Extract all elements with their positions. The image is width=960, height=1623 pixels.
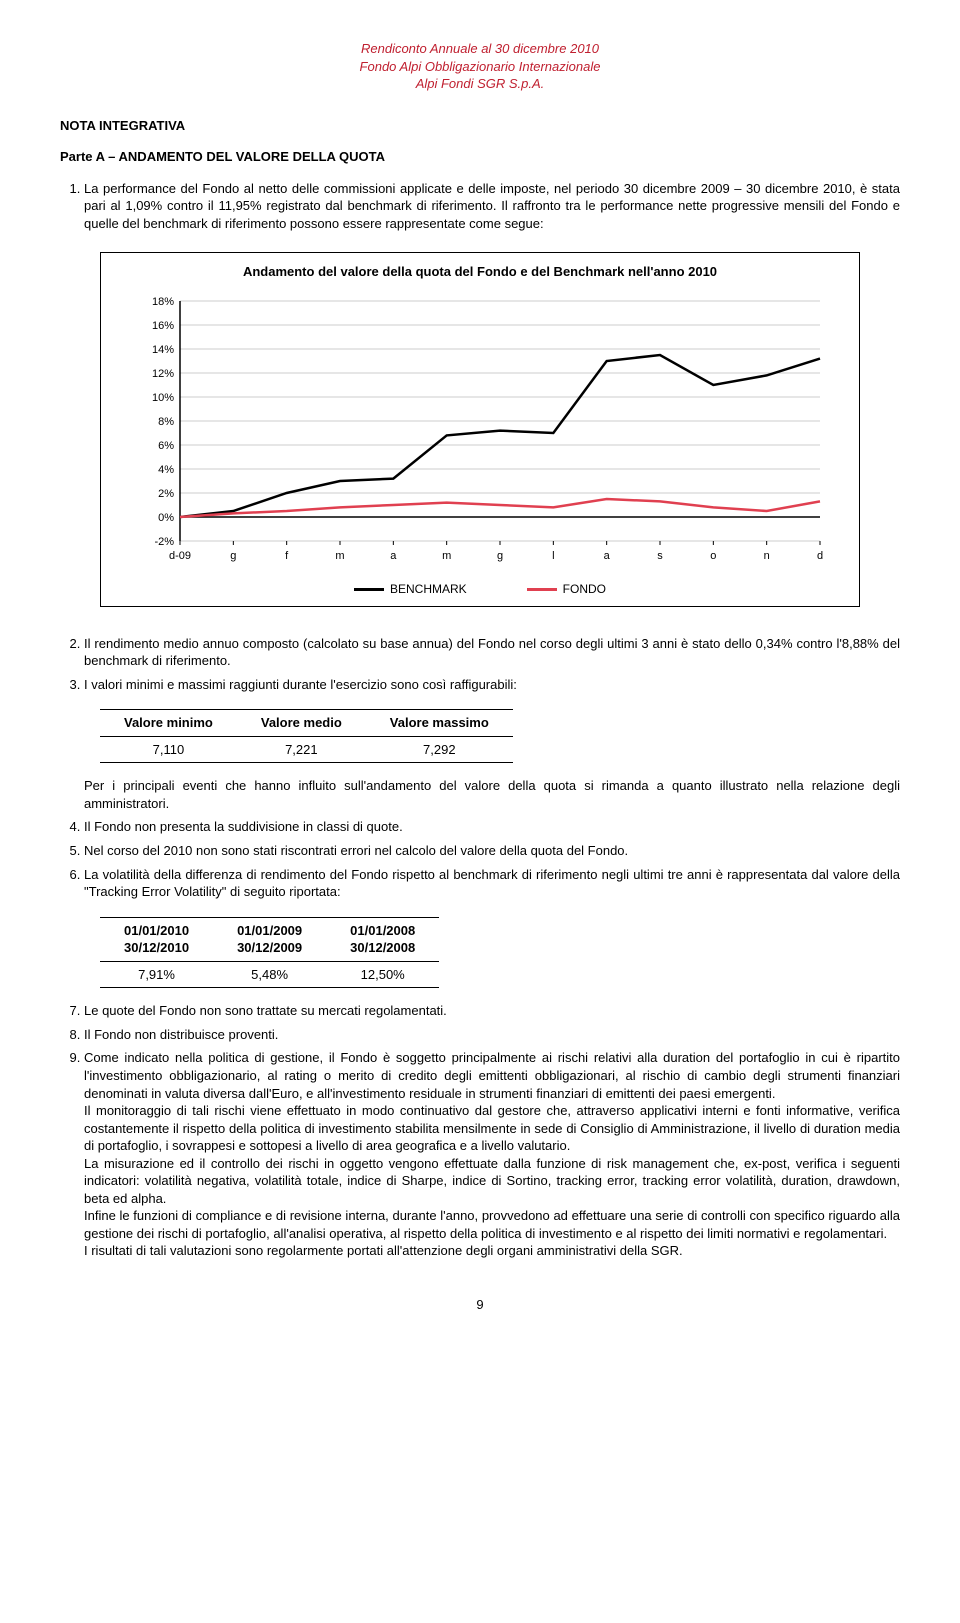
legend-label-fondo: FONDO bbox=[563, 581, 606, 597]
svg-text:g: g bbox=[497, 550, 503, 562]
tev-v2: 5,48% bbox=[213, 961, 326, 988]
numbered-list-2: Il rendimento medio annuo composto (calc… bbox=[60, 635, 900, 694]
td-max: 7,292 bbox=[366, 736, 513, 763]
legend-benchmark: BENCHMARK bbox=[354, 581, 467, 597]
th-min: Valore minimo bbox=[100, 710, 237, 737]
legend-swatch-fondo bbox=[527, 588, 557, 591]
svg-text:l: l bbox=[552, 550, 554, 562]
part-a-heading: Parte A – ANDAMENTO DEL VALORE DELLA QUO… bbox=[60, 148, 900, 166]
svg-text:16%: 16% bbox=[152, 320, 174, 332]
section-title: NOTA INTEGRATIVA bbox=[60, 117, 900, 135]
svg-text:2%: 2% bbox=[158, 488, 174, 500]
tev-h3-top: 01/01/2008 bbox=[350, 922, 415, 940]
header-line-1: Rendiconto Annuale al 30 dicembre 2010 bbox=[60, 40, 900, 58]
svg-text:d: d bbox=[817, 550, 823, 562]
item9-p1: Come indicato nella politica di gestione… bbox=[84, 1050, 900, 1100]
svg-text:n: n bbox=[764, 550, 770, 562]
svg-text:12%: 12% bbox=[152, 368, 174, 380]
svg-text:4%: 4% bbox=[158, 464, 174, 476]
page-number: 9 bbox=[60, 1296, 900, 1314]
tev-h2: 01/01/2009 30/12/2009 bbox=[213, 917, 326, 961]
th-max: Valore massimo bbox=[366, 710, 513, 737]
post-table-paragraph: Per i principali eventi che hanno influi… bbox=[84, 777, 900, 812]
svg-text:o: o bbox=[710, 550, 716, 562]
item9-p2: Il monitoraggio di tali rischi viene eff… bbox=[84, 1103, 900, 1153]
svg-text:10%: 10% bbox=[152, 392, 174, 404]
td-med: 7,221 bbox=[237, 736, 366, 763]
svg-text:m: m bbox=[335, 550, 344, 562]
legend-fondo: FONDO bbox=[527, 581, 606, 597]
list-item-1: La performance del Fondo al netto delle … bbox=[84, 180, 900, 233]
tev-header-row: 01/01/2010 30/12/2010 01/01/2009 30/12/2… bbox=[100, 917, 439, 961]
tev-h1-bot: 30/12/2010 bbox=[124, 939, 189, 957]
svg-text:d-09: d-09 bbox=[169, 550, 191, 562]
legend-swatch-benchmark bbox=[354, 588, 384, 591]
svg-text:g: g bbox=[230, 550, 236, 562]
tev-v1: 7,91% bbox=[100, 961, 213, 988]
tev-table: 01/01/2010 30/12/2010 01/01/2009 30/12/2… bbox=[100, 917, 439, 989]
svg-text:8%: 8% bbox=[158, 416, 174, 428]
list-item-2: Il rendimento medio annuo composto (calc… bbox=[84, 635, 900, 670]
list-item-3: I valori minimi e massimi raggiunti dura… bbox=[84, 676, 900, 694]
td-min: 7,110 bbox=[100, 736, 237, 763]
svg-text:-2%: -2% bbox=[154, 536, 174, 548]
svg-text:s: s bbox=[657, 550, 663, 562]
svg-text:a: a bbox=[604, 550, 611, 562]
list-item-9: Come indicato nella politica di gestione… bbox=[84, 1049, 900, 1260]
svg-text:m: m bbox=[442, 550, 451, 562]
list-item-7: Le quote del Fondo non sono trattate su … bbox=[84, 1002, 900, 1020]
list-item-8: Il Fondo non distribuisce proventi. bbox=[84, 1026, 900, 1044]
numbered-list-1: La performance del Fondo al netto delle … bbox=[60, 180, 900, 233]
chart-container: Andamento del valore della quota del Fon… bbox=[100, 252, 860, 606]
table-row: 7,110 7,221 7,292 bbox=[100, 736, 513, 763]
chart-legend: BENCHMARK FONDO bbox=[113, 581, 847, 597]
legend-label-benchmark: BENCHMARK bbox=[390, 581, 467, 597]
list-item-6: La volatilità della differenza di rendim… bbox=[84, 866, 900, 901]
numbered-list-3: Il Fondo non presenta la suddivisione in… bbox=[60, 818, 900, 900]
numbered-list-4: Le quote del Fondo non sono trattate su … bbox=[60, 1002, 900, 1260]
tev-h2-top: 01/01/2009 bbox=[237, 922, 302, 940]
tev-h3-bot: 30/12/2008 bbox=[350, 939, 415, 957]
svg-text:0%: 0% bbox=[158, 512, 174, 524]
document-header: Rendiconto Annuale al 30 dicembre 2010 F… bbox=[60, 40, 900, 93]
th-med: Valore medio bbox=[237, 710, 366, 737]
item9-p4: Infine le funzioni di compliance e di re… bbox=[84, 1208, 900, 1241]
tev-h1: 01/01/2010 30/12/2010 bbox=[100, 917, 213, 961]
chart-title: Andamento del valore della quota del Fon… bbox=[113, 263, 847, 281]
svg-text:18%: 18% bbox=[152, 296, 174, 308]
svg-text:f: f bbox=[285, 550, 289, 562]
tev-h2-bot: 30/12/2009 bbox=[237, 939, 302, 957]
header-line-2: Fondo Alpi Obbligazionario Internazional… bbox=[60, 58, 900, 76]
line-chart: -2% 0% 2% 4% 6% 8% 10% 12% 14% 16% 18% d-09 g f m a m g l a… bbox=[113, 291, 847, 571]
svg-text:6%: 6% bbox=[158, 440, 174, 452]
tev-v3: 12,50% bbox=[326, 961, 439, 988]
list-item-5: Nel corso del 2010 non sono stati riscon… bbox=[84, 842, 900, 860]
item9-p5: I risultati di tali valutazioni sono reg… bbox=[84, 1243, 683, 1258]
header-line-3: Alpi Fondi SGR S.p.A. bbox=[60, 75, 900, 93]
tev-h3: 01/01/2008 30/12/2008 bbox=[326, 917, 439, 961]
tev-row: 7,91% 5,48% 12,50% bbox=[100, 961, 439, 988]
list-item-4: Il Fondo non presenta la suddivisione in… bbox=[84, 818, 900, 836]
table-header-row: Valore minimo Valore medio Valore massim… bbox=[100, 710, 513, 737]
tev-h1-top: 01/01/2010 bbox=[124, 922, 189, 940]
values-table: Valore minimo Valore medio Valore massim… bbox=[100, 709, 513, 763]
item9-p3: La misurazione ed il controllo dei risch… bbox=[84, 1156, 900, 1206]
svg-text:14%: 14% bbox=[152, 344, 174, 356]
svg-text:a: a bbox=[390, 550, 397, 562]
